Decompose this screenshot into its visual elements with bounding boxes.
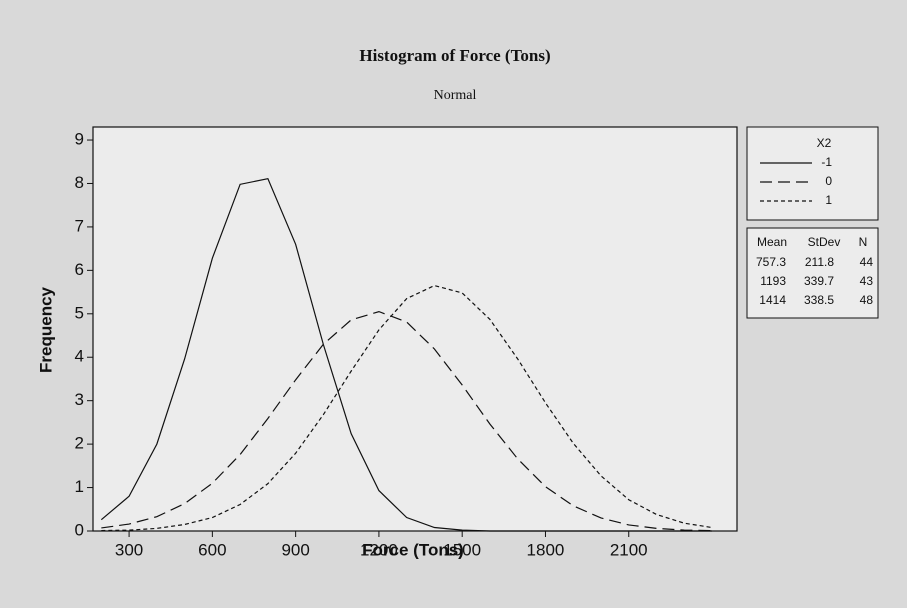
legend-label: 0 (825, 174, 832, 188)
stats-cell: 211.8 (805, 255, 834, 269)
stats-cell: 44 (860, 255, 874, 269)
x-tick-label: 600 (198, 540, 226, 559)
stats-header: StDev (808, 235, 841, 249)
stats-cell: 48 (860, 293, 874, 307)
legend-box (747, 127, 878, 220)
y-tick-label: 1 (75, 477, 84, 496)
y-tick-label: 7 (75, 216, 84, 235)
stats-cell: 338.5 (804, 293, 834, 307)
y-tick-label: 0 (75, 520, 84, 539)
stats-cell: 757.3 (756, 255, 786, 269)
stats-header: N (859, 235, 868, 249)
stats-cell: 1414 (759, 293, 786, 307)
x-tick-label: 1200 (360, 540, 398, 559)
y-tick-label: 8 (75, 173, 84, 192)
stats-cell: 43 (860, 274, 874, 288)
y-tick-label: 9 (75, 130, 84, 149)
x-tick-label: 300 (115, 540, 143, 559)
x-tick-label: 900 (281, 540, 309, 559)
chart-subtitle: Normal (434, 88, 477, 103)
x-tick-label: 1500 (443, 540, 481, 559)
chart: Histogram of Force (Tons) Normal Force (… (0, 0, 907, 608)
chart-title: Histogram of Force (Tons) (359, 46, 550, 65)
stats-cell: 339.7 (804, 274, 834, 288)
y-axis-label: Frequency (36, 286, 55, 373)
legend-title: X2 (817, 136, 832, 150)
plot-frame (93, 127, 737, 531)
x-tick-label: 2100 (610, 540, 648, 559)
stats-cell: 1193 (760, 274, 786, 288)
y-tick-label: 4 (75, 347, 84, 366)
y-tick-label: 2 (75, 434, 84, 453)
y-tick-label: 5 (75, 303, 84, 322)
legend-label: 1 (825, 193, 832, 207)
page: Histogram of Force (Tons) Normal Force (… (0, 0, 907, 608)
x-tick-label: 1800 (527, 540, 565, 559)
y-tick-label: 3 (75, 390, 84, 409)
legend-label: -1 (821, 155, 832, 169)
y-tick-label: 6 (75, 260, 84, 279)
stats-header: Mean (757, 235, 787, 249)
